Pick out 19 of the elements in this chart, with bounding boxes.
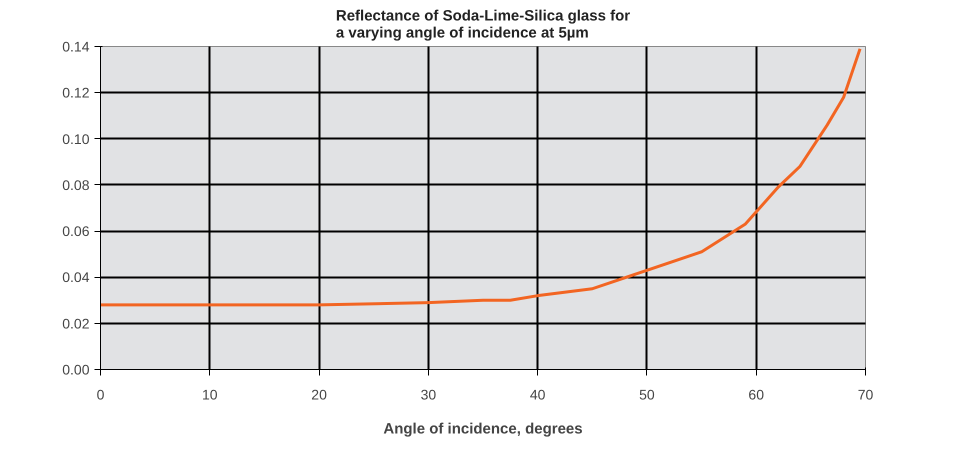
x-tick-label: 20 xyxy=(311,386,328,402)
x-tick-label: 30 xyxy=(420,386,436,402)
y-tick-label: 0.10 xyxy=(62,130,90,147)
line-series xyxy=(100,47,862,306)
x-tick-label: 0 xyxy=(96,386,105,402)
x-tick-label: 40 xyxy=(530,386,546,402)
y-tick-label: 0.14 xyxy=(62,38,90,54)
x-tick-label: 60 xyxy=(748,386,764,402)
x-tick-label: 10 xyxy=(202,386,218,402)
y-tick-label: 0.02 xyxy=(62,315,90,332)
y-tick-label: 0.12 xyxy=(62,84,90,101)
y-tick-label: 0.06 xyxy=(62,223,90,240)
x-tick-label: 70 xyxy=(858,386,874,402)
y-tick-label: 0.00 xyxy=(62,362,90,378)
chart-title: Reflectance of Soda-Lime-Silica glass for a varying angle of incidence at 5µm xyxy=(336,8,630,42)
y-tick-label: 0.04 xyxy=(62,269,90,286)
x-tick-label: 50 xyxy=(639,386,655,402)
x-axis-title: Angle of incidence, degrees xyxy=(383,420,583,438)
y-tick-label: 0.08 xyxy=(62,176,90,193)
